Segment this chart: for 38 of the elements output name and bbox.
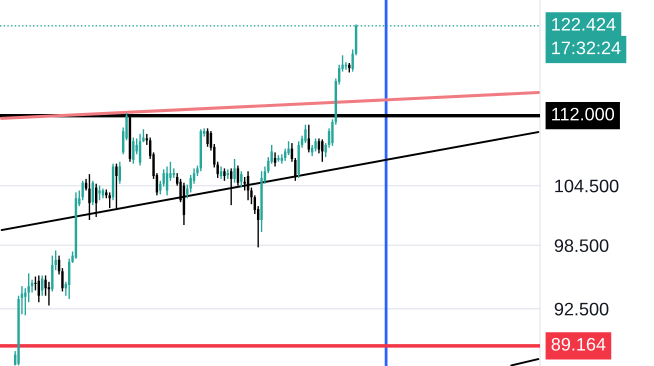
candlestick bbox=[308, 124, 310, 154]
ref-line-label: 89.164 bbox=[552, 338, 606, 351]
candlestick bbox=[318, 138, 320, 154]
ref-line-label: 122.424 bbox=[552, 18, 616, 31]
y-tick-label: 92.500 bbox=[554, 302, 608, 316]
candlestick bbox=[38, 274, 40, 303]
candlestick bbox=[304, 124, 307, 144]
candlestick bbox=[94, 183, 98, 218]
text: 17:32:24 bbox=[552, 42, 621, 54]
candlestick bbox=[108, 192, 111, 209]
candlestick bbox=[233, 158, 236, 184]
candlestick bbox=[348, 62, 351, 74]
candlestick bbox=[166, 166, 168, 196]
y-tick-label: 98.500 bbox=[554, 239, 608, 252]
candlestick bbox=[220, 166, 222, 180]
candlestick bbox=[274, 152, 276, 168]
candlestick bbox=[226, 168, 230, 180]
candlestick bbox=[172, 168, 176, 179]
candlestick bbox=[240, 170, 243, 188]
candlestick bbox=[40, 274, 44, 296]
candlestick bbox=[223, 168, 226, 182]
candlestick bbox=[246, 170, 250, 201]
candlestick bbox=[314, 138, 317, 152]
candlestick bbox=[321, 138, 324, 162]
y-tick-label: 104.500 bbox=[555, 180, 618, 192]
candlestick bbox=[138, 133, 142, 166]
candlestick bbox=[230, 168, 232, 206]
ref-line-label: 112.000 bbox=[552, 108, 614, 121]
candlestick bbox=[206, 128, 209, 148]
candlestick bbox=[118, 161, 122, 184]
candlestick bbox=[34, 276, 37, 292]
candlestick bbox=[115, 162, 118, 209]
candlestick bbox=[132, 136, 135, 164]
candlestick bbox=[92, 180, 94, 206]
candlestick bbox=[102, 188, 104, 199]
candlestick bbox=[88, 173, 91, 221]
candlestick bbox=[98, 184, 101, 201]
candlestick bbox=[236, 164, 240, 186]
